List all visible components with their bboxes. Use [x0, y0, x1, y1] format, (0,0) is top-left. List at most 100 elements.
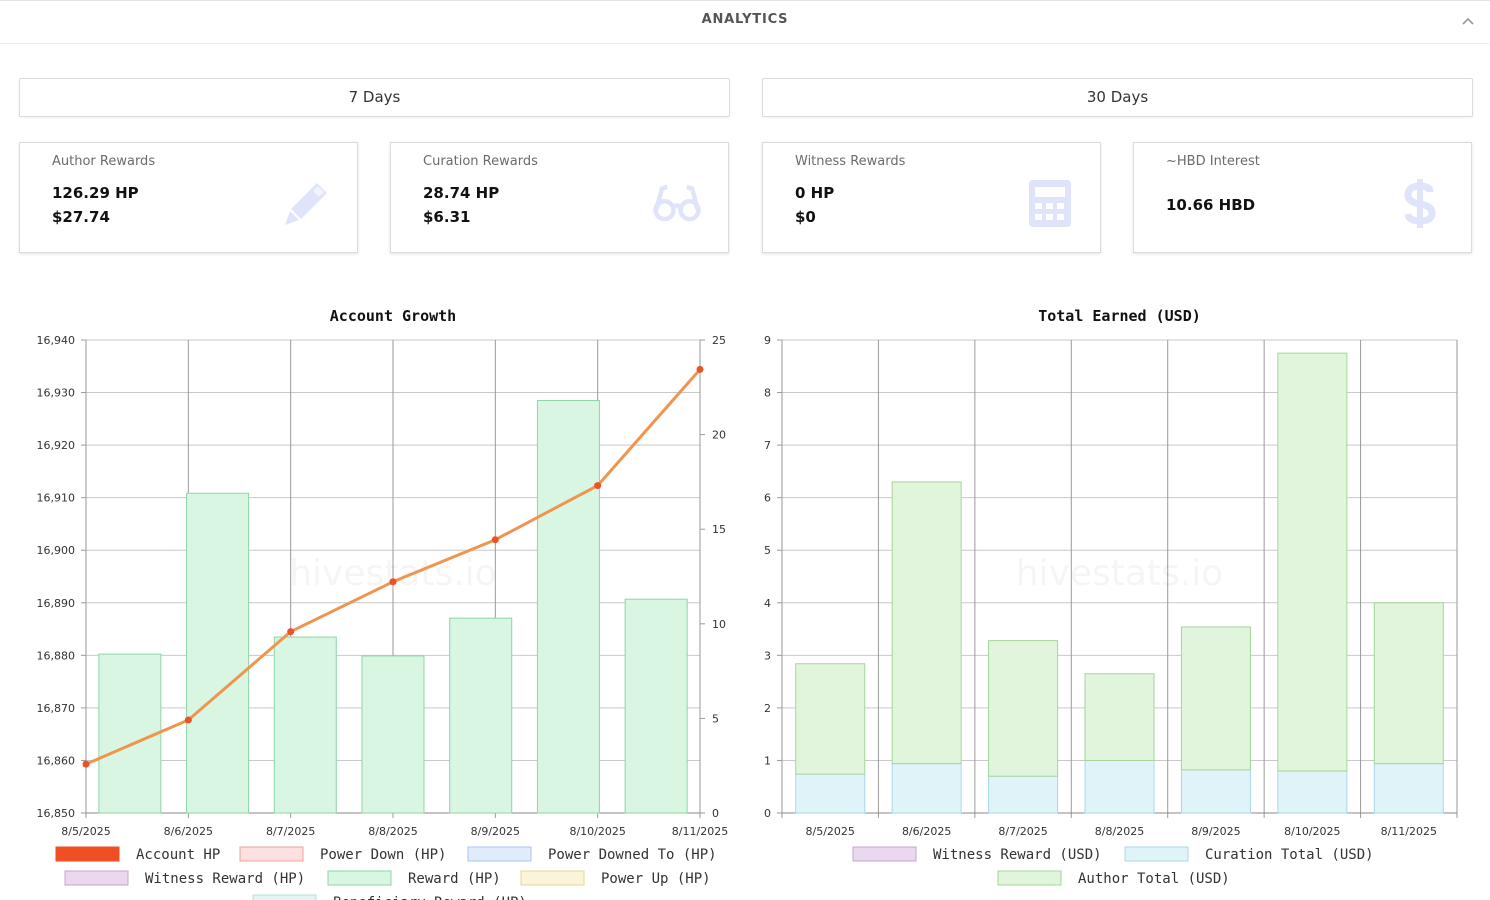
calculator-icon [1029, 180, 1071, 227]
account-hp-point [696, 365, 704, 373]
total-earned-chart: Total Earned (USD) 0 1 2 3 4 5 6 7 8 9 hivestats.io… [764, 307, 1458, 887]
card-label: Witness Rewards [795, 154, 906, 169]
hbd-interest-card: ~HBD Interest 10.66 HBD [1133, 142, 1472, 253]
account-hp-point [491, 536, 499, 544]
author-total-bar [1084, 673, 1155, 761]
x-tick-label: 8/7/2025 [998, 825, 1047, 838]
author-total-bar [1277, 352, 1348, 772]
glasses-icon [653, 184, 701, 222]
y-right-tick-label: 5 [712, 712, 719, 725]
account-hp-point [82, 760, 90, 768]
author-total-bar [1373, 602, 1444, 765]
account-growth-chart: Account Growth 16,850 16,860 16,870 16,880 16… [37, 307, 728, 900]
y-left-tick-label: 16,870 [37, 702, 76, 715]
x-tick-label: 8/5/2025 [806, 825, 855, 838]
reward-hp-bar [98, 653, 162, 814]
y-left-tick-label: 16,910 [37, 492, 76, 505]
y-left-tick-label: 16,890 [37, 597, 76, 610]
legend-swatch [252, 894, 317, 900]
watermark: hivestats.io [1016, 553, 1224, 594]
curation-total-bar [1180, 769, 1251, 814]
y-left-tick-label: 16,900 [37, 544, 76, 557]
card-label: Curation Rewards [423, 154, 538, 169]
legend-swatch [1124, 846, 1189, 862]
chart-title: Account Growth [330, 307, 456, 325]
pencil-icon [285, 183, 327, 225]
y-left-tick-label: 16,880 [37, 649, 76, 662]
y-left-tick-label: 16,850 [37, 807, 76, 820]
y-tick-label: 4 [764, 597, 771, 610]
card-value-hp: 0 HP [795, 184, 835, 202]
legend-label: Power Downed To (HP) [548, 847, 717, 863]
legend-label: Witness Reward (USD) [933, 847, 1102, 863]
y-left-tick-label: 16,930 [37, 387, 76, 400]
author-total-bar [988, 640, 1059, 777]
x-tick-label: 8/8/2025 [368, 825, 417, 838]
section-title: ANALYTICS [701, 12, 789, 27]
author-total-bar [891, 481, 962, 765]
analytics-header[interactable]: ANALYTICS [0, 0, 1490, 44]
legend-swatch [64, 870, 129, 886]
reward-hp-bar [273, 636, 337, 814]
watermark: hivestats.io [289, 553, 497, 594]
x-tick-label: 8/10/2025 [569, 825, 625, 838]
card-value-hp: 126.29 HP [52, 184, 139, 202]
reward-hp-bar [361, 655, 425, 814]
author-total-bar [795, 663, 866, 775]
reward-hp-bar [449, 617, 513, 814]
chevron-up-icon[interactable] [1460, 13, 1476, 29]
curation-total-bar [1373, 763, 1444, 814]
card-value-hbd: 10.66 HBD [1166, 196, 1256, 214]
legend-label: Power Up (HP) [601, 871, 711, 887]
curation-total-bar [795, 773, 866, 814]
x-tick-label: 8/8/2025 [1095, 825, 1144, 838]
legend-label: Curation Total (USD) [1205, 847, 1374, 863]
y-right-tick-label: 0 [712, 807, 719, 820]
card-value-hp: 28.74 HP [423, 184, 500, 202]
card-label: Author Rewards [52, 154, 156, 169]
legend-label: Reward (HP) [408, 871, 501, 887]
witness-rewards-card: Witness Rewards 0 HP $0 [762, 142, 1101, 253]
y-right-tick-label: 10 [712, 618, 726, 631]
account-hp-point [287, 628, 295, 636]
card-label: ~HBD Interest [1166, 154, 1260, 169]
x-tick-label: 8/9/2025 [1191, 825, 1240, 838]
x-tick-label: 8/5/2025 [61, 825, 110, 838]
x-tick-label: 8/7/2025 [266, 825, 315, 838]
legend-swatch [467, 846, 532, 862]
y-tick-label: 7 [764, 439, 771, 452]
legend-swatch [239, 846, 304, 862]
y-right-tick-label: 20 [712, 429, 726, 442]
y-tick-label: 6 [764, 492, 771, 505]
curation-total-bar [891, 763, 962, 814]
y-tick-label: 5 [764, 544, 771, 557]
y-tick-label: 9 [764, 334, 771, 347]
x-tick-label: 8/6/2025 [164, 825, 213, 838]
account-hp-point [184, 716, 192, 724]
x-tick-label: 8/11/2025 [672, 825, 728, 838]
curation-total-bar [988, 775, 1059, 814]
reward-hp-bar [536, 400, 600, 814]
reward-hp-bar [186, 492, 250, 814]
curation-rewards-card: Curation Rewards 28.74 HP $6.31 [390, 142, 729, 253]
legend-swatch [55, 846, 120, 862]
x-tick-label: 8/10/2025 [1284, 825, 1340, 838]
reward-hp-bar [624, 598, 688, 814]
legend-swatch [520, 870, 585, 886]
legend-label: Power Down (HP) [320, 847, 446, 863]
x-tick-label: 8/9/2025 [471, 825, 520, 838]
y-tick-label: 0 [764, 807, 771, 820]
legend-swatch [997, 870, 1062, 886]
chart-title: Total Earned (USD) [1038, 307, 1201, 325]
y-right-tick-label: 15 [712, 523, 726, 536]
legend-swatch [852, 846, 917, 862]
legend-label: Author Total (USD) [1078, 871, 1230, 887]
y-tick-label: 3 [764, 649, 771, 662]
period-30-days-button[interactable]: 30 Days [762, 78, 1473, 117]
y-left-tick-label: 16,940 [37, 334, 76, 347]
y-tick-label: 8 [764, 387, 771, 400]
period-7-days-button[interactable]: 7 Days [19, 78, 730, 117]
x-tick-label: 8/6/2025 [902, 825, 951, 838]
y-left-tick-label: 16,860 [37, 754, 76, 767]
account-hp-point [594, 482, 602, 490]
